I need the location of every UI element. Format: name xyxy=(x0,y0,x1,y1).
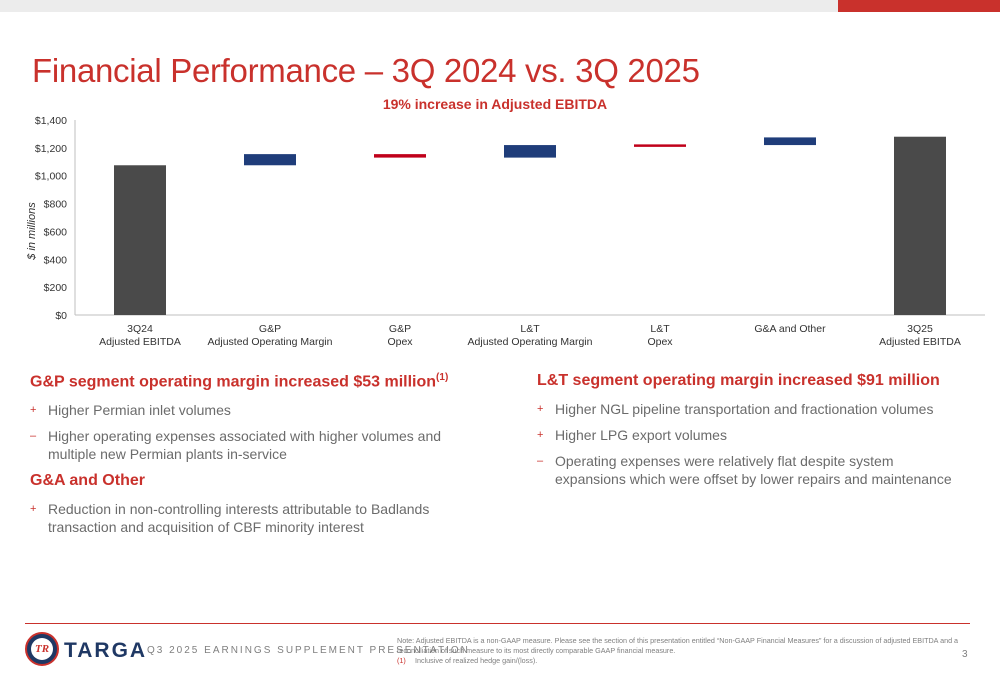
logo-monogram-icon: TR xyxy=(31,638,53,660)
bar-total xyxy=(894,136,946,315)
bar-total xyxy=(114,165,166,315)
y-tick-label: $1,200 xyxy=(35,143,67,155)
ga-bullet-1: + Reduction in non-controlling interests… xyxy=(30,500,470,536)
x-tick-label: G&P xyxy=(389,323,411,335)
footnote-text: Inclusive of realized hedge gain/(loss). xyxy=(415,656,538,665)
gp-section: G&P segment operating margin increased $… xyxy=(30,372,470,471)
lt-bullet-1-text: Higher NGL pipeline transportation and f… xyxy=(555,401,934,417)
lt-heading: L&T segment operating margin increased $… xyxy=(537,372,940,389)
footer-divider xyxy=(25,623,970,624)
plus-marker: + xyxy=(30,404,37,417)
top-accent-bar xyxy=(838,0,1000,12)
x-tick-label: L&T xyxy=(650,323,670,335)
waterfall-chart: $0 $200 $400 $600 $800 $1,000 $1,200 $1,400 3Q24… xyxy=(35,115,985,348)
ga-section: G&A and Other + Reduction in non-control… xyxy=(30,472,470,544)
lt-section: L&T segment operating margin increased $… xyxy=(537,372,967,496)
y-tick-label: $1,000 xyxy=(35,171,67,183)
non-gaap-note: Note: Adjusted EBITDA is a non-GAAP meas… xyxy=(397,636,959,655)
y-tick-label: $0 xyxy=(55,310,67,322)
presentation-label: Q3 2025 EARNINGS SUPPLEMENT PRESENTATION xyxy=(147,645,470,656)
gp-bullet-2: – Higher operating expenses associated w… xyxy=(30,427,470,463)
footnote-number: (1) xyxy=(397,656,406,665)
x-tick-label: Adjusted EBITDA xyxy=(99,336,181,348)
gp-bullet-1-text: Higher Permian inlet volumes xyxy=(48,402,231,419)
x-tick-label: Adjusted Operating Margin xyxy=(208,336,333,348)
lt-bullet-3: – Operating expenses were relatively fla… xyxy=(537,452,967,488)
y-tick-label: $600 xyxy=(44,226,68,238)
bar-increase xyxy=(764,137,816,146)
bar-increase xyxy=(244,154,296,166)
bar-decrease xyxy=(634,144,686,147)
plus-marker: + xyxy=(537,429,544,441)
footnote: (1) Inclusive of realized hedge gain/(lo… xyxy=(397,656,962,666)
ga-bullet-1-text: Reduction in non-controlling interests a… xyxy=(48,501,430,535)
x-tick-label: Opex xyxy=(387,336,413,348)
gp-bullet-1: + Higher Permian inlet volumes xyxy=(30,401,470,419)
x-tick-label: Opex xyxy=(647,336,673,348)
footer-note: Note: Adjusted EBITDA is a non-GAAP meas… xyxy=(397,636,962,666)
lt-bullet-3-text: Operating expenses were relatively flat … xyxy=(555,453,952,487)
x-tick-label: G&A and Other xyxy=(754,323,826,335)
chart-subtitle: 19% increase in Adjusted EBITDA xyxy=(382,96,608,112)
bar-decrease xyxy=(374,154,426,158)
page-number: 3 xyxy=(962,649,968,660)
y-tick-label: $800 xyxy=(44,199,68,211)
x-tick-label: G&P xyxy=(259,323,281,335)
minus-marker: – xyxy=(537,455,544,467)
y-tick-label: $200 xyxy=(44,282,68,294)
ga-heading: G&A and Other xyxy=(30,472,145,489)
minus-marker: – xyxy=(30,430,37,443)
brand-name: TARGA xyxy=(64,639,148,662)
y-tick-label: $1,400 xyxy=(35,115,67,127)
gp-heading-footnote: (1) xyxy=(436,372,449,383)
gp-heading-text: G&P segment operating margin increased $… xyxy=(30,373,437,391)
x-tick-label: 3Q24 xyxy=(127,323,153,335)
plus-marker: + xyxy=(30,503,37,515)
x-tick-label: Adjusted EBITDA xyxy=(879,336,961,348)
top-bar xyxy=(0,0,1000,12)
plus-marker: + xyxy=(537,403,544,415)
lt-bullet-2: + Higher LPG export volumes xyxy=(537,426,967,444)
lt-bullet-2-text: Higher LPG export volumes xyxy=(555,427,727,443)
targa-logo-icon: TR xyxy=(25,632,59,666)
gp-bullet-2-text: Higher operating expenses associated wit… xyxy=(48,428,442,463)
gp-heading: G&P segment operating margin increased $… xyxy=(30,372,470,391)
y-tick-label: $400 xyxy=(44,254,68,266)
x-tick-label: L&T xyxy=(520,323,540,335)
x-tick-label: Adjusted Operating Margin xyxy=(468,336,593,348)
lt-bullet-1: + Higher NGL pipeline transportation and… xyxy=(537,400,967,418)
page-title: Financial Performance – 3Q 2024 vs. 3Q 2… xyxy=(32,52,700,89)
x-tick-label: 3Q25 xyxy=(907,323,933,335)
bar-increase xyxy=(504,145,556,158)
